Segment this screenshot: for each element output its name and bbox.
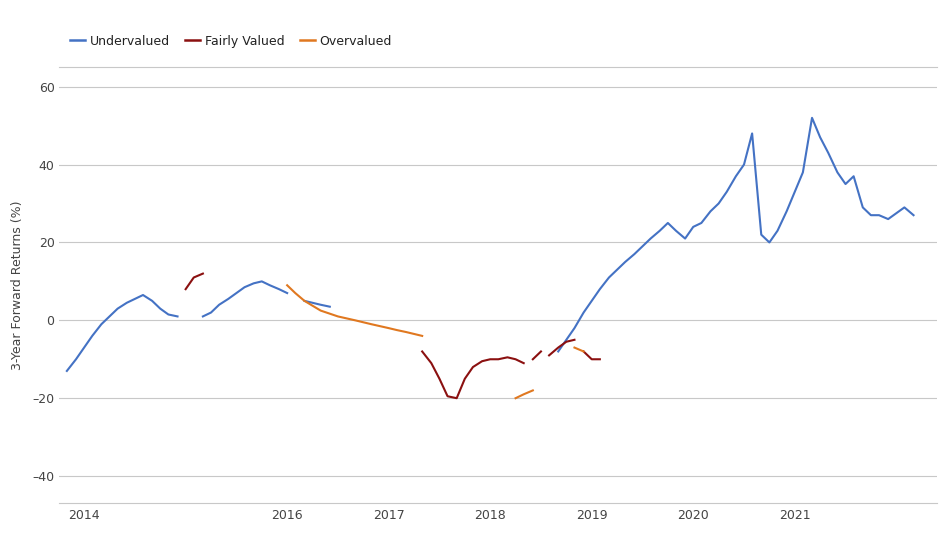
Y-axis label: 3-Year Forward Returns (%): 3-Year Forward Returns (%) (11, 200, 24, 370)
Legend: Undervalued, Fairly Valued, Overvalued: Undervalued, Fairly Valued, Overvalued (65, 30, 397, 53)
